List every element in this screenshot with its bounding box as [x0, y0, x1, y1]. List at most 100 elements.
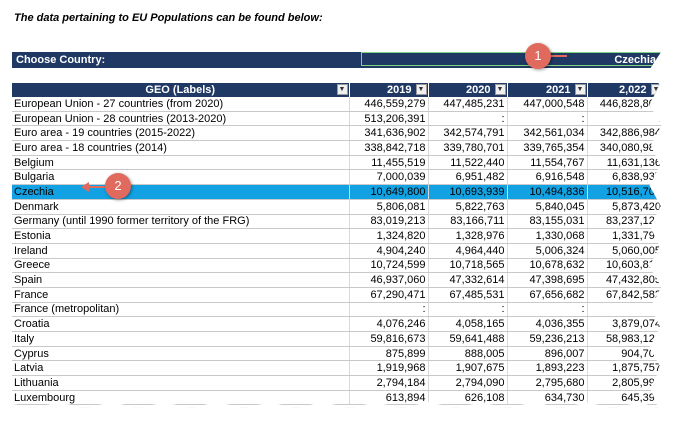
- column-header-2022[interactable]: 2,022 ▼: [587, 83, 662, 97]
- value-cell[interactable]: 342,561,034: [506, 125, 587, 142]
- table-row[interactable]: Croatia 4,076,246 4,058,165 4,036,355 3,879,…: [12, 316, 662, 332]
- value-cell[interactable]: 10,693,939: [427, 184, 507, 200]
- column-header-2021[interactable]: 2021 ▼: [507, 83, 588, 97]
- value-cell[interactable]: 340,080,986: [586, 140, 662, 156]
- value-cell[interactable]: 1,907,675: [427, 360, 507, 377]
- geo-cell[interactable]: Italy: [12, 331, 349, 347]
- value-cell[interactable]: 6,838,937: [586, 169, 662, 186]
- value-cell[interactable]: 67,656,682: [506, 287, 587, 303]
- value-cell[interactable]: 11,631,136: [586, 155, 662, 171]
- value-cell[interactable]: 5,060,005: [586, 243, 662, 259]
- value-cell[interactable]: 67,485,531: [427, 287, 507, 303]
- value-cell[interactable]: 1,328,976: [427, 228, 507, 244]
- geo-cell[interactable]: Belgium: [12, 155, 349, 171]
- value-cell[interactable]: 338,842,718: [348, 140, 428, 156]
- table-row[interactable]: Denmark 5,806,081 5,822,763 5,840,045 5,873,…: [12, 199, 662, 215]
- column-header-2020[interactable]: 2020 ▼: [428, 83, 508, 97]
- value-cell[interactable]: 83,019,213: [348, 214, 428, 230]
- value-cell[interactable]: 4,058,165: [427, 316, 507, 332]
- value-cell[interactable]: 5,840,045: [506, 199, 587, 215]
- geo-cell[interactable]: Czechia: [12, 184, 349, 200]
- value-cell[interactable]: :: [427, 111, 507, 127]
- geo-cell[interactable]: Euro area - 19 countries (2015-2022): [12, 125, 349, 142]
- value-cell[interactable]: 3,879,074: [586, 316, 662, 332]
- value-cell[interactable]: 446,828,803: [586, 97, 662, 112]
- value-cell[interactable]: 447,485,231: [427, 97, 507, 112]
- value-cell[interactable]: 4,076,246: [348, 316, 428, 332]
- geo-cell[interactable]: France (metropolitan): [12, 302, 349, 318]
- value-cell[interactable]: 83,237,124: [586, 214, 662, 230]
- dropdown-arrow-icon[interactable]: ▼: [574, 84, 586, 95]
- value-cell[interactable]: 59,641,488: [427, 331, 507, 347]
- geo-cell[interactable]: European Union - 27 countries (from 2020…: [12, 97, 349, 112]
- table-row[interactable]: Euro area - 19 countries (2015-2022) 341,…: [12, 125, 662, 142]
- value-cell[interactable]: 446,559,279: [348, 97, 428, 112]
- value-cell[interactable]: 6,951,482: [427, 169, 507, 186]
- value-cell[interactable]: 83,166,711: [427, 214, 507, 230]
- table-row[interactable]: Germany (until 1990 former territory of …: [12, 214, 662, 230]
- table-row[interactable]: Belgium 11,455,519 11,522,440 11,554,767 11,…: [12, 155, 662, 171]
- table-row[interactable]: France 67,290,471 67,485,531 67,656,682 67,8…: [12, 287, 662, 303]
- table-row[interactable]: Czechia 10,649,800 10,693,939 10,494,836 10,…: [12, 184, 662, 200]
- value-cell[interactable]: 634,730: [506, 390, 587, 406]
- table-row[interactable]: Lithuania 2,794,184 2,794,090 2,795,680 2,80…: [12, 375, 662, 391]
- value-cell[interactable]: 5,873,420: [586, 199, 662, 215]
- value-cell[interactable]: 67,842,582: [586, 287, 662, 303]
- table-row[interactable]: Luxembourg 613,894 626,108 634,730 645,397: [12, 390, 662, 406]
- geo-cell[interactable]: Luxembourg: [12, 390, 349, 406]
- value-cell[interactable]: 47,332,614: [427, 272, 507, 288]
- geo-cell[interactable]: Ireland: [12, 243, 349, 259]
- value-cell[interactable]: 896,007: [506, 346, 587, 362]
- value-cell[interactable]: 1,330,068: [506, 228, 587, 244]
- geo-cell[interactable]: Spain: [12, 272, 349, 288]
- geo-cell[interactable]: Euro area - 18 countries (2014): [12, 140, 349, 156]
- geo-cell[interactable]: Greece: [12, 258, 349, 274]
- table-row[interactable]: Ireland 4,904,240 4,964,440 5,006,324 5,060,…: [12, 243, 662, 259]
- geo-cell[interactable]: Lithuania: [12, 375, 349, 391]
- geo-cell[interactable]: Bulgaria: [12, 169, 349, 186]
- value-cell[interactable]: 1,919,968: [348, 360, 428, 377]
- geo-cell[interactable]: Estonia: [12, 228, 349, 244]
- geo-cell[interactable]: Germany (until 1990 former territory of …: [12, 214, 349, 230]
- geo-cell[interactable]: Denmark: [12, 199, 349, 215]
- table-row[interactable]: Spain 46,937,060 47,332,614 47,398,695 47,43…: [12, 272, 662, 288]
- column-header-geo[interactable]: GEO (Labels) ▼: [12, 83, 350, 97]
- value-cell[interactable]: 11,554,767: [506, 155, 587, 171]
- dropdown-arrow-icon[interactable]: ▼: [336, 84, 348, 95]
- value-cell[interactable]: 4,964,440: [427, 243, 507, 259]
- value-cell[interactable]: 47,398,695: [506, 272, 587, 288]
- value-cell[interactable]: 59,816,673: [348, 331, 428, 347]
- value-cell[interactable]: 342,574,791: [427, 125, 507, 142]
- value-cell[interactable]: 11,522,440: [427, 155, 507, 171]
- value-cell[interactable]: 47,432,805: [586, 272, 662, 288]
- value-cell[interactable]: 4,904,240: [348, 243, 428, 259]
- value-cell[interactable]: 4,036,355: [506, 316, 587, 332]
- value-cell[interactable]: 888,005: [427, 346, 507, 362]
- value-cell[interactable]: 11,455,519: [348, 155, 428, 171]
- value-cell[interactable]: 2,795,680: [506, 375, 587, 391]
- value-cell[interactable]: :: [586, 111, 662, 127]
- value-cell[interactable]: 5,822,763: [427, 199, 507, 215]
- value-cell[interactable]: 875,899: [348, 346, 428, 362]
- value-cell[interactable]: 10,678,632: [506, 258, 587, 274]
- value-cell[interactable]: 342,886,984: [586, 125, 662, 142]
- table-row[interactable]: European Union - 28 countries (2013-2020…: [12, 111, 662, 127]
- value-cell[interactable]: :: [348, 302, 428, 318]
- table-row[interactable]: Greece 10,724,599 10,718,565 10,678,632 10,6…: [12, 258, 662, 274]
- country-select[interactable]: Czechia: [361, 52, 661, 66]
- value-cell[interactable]: 67,290,471: [348, 287, 428, 303]
- table-row[interactable]: European Union - 27 countries (from 2020…: [12, 97, 662, 112]
- value-cell[interactable]: 1,893,223: [506, 360, 587, 377]
- value-cell[interactable]: 2,805,998: [586, 375, 662, 391]
- value-cell[interactable]: 10,724,599: [348, 258, 428, 274]
- column-header-2019[interactable]: 2019 ▼: [349, 83, 429, 97]
- dropdown-arrow-icon[interactable]: ▼: [494, 84, 506, 95]
- table-row[interactable]: Bulgaria 7,000,039 6,951,482 6,916,548 6,838…: [12, 169, 662, 186]
- geo-cell[interactable]: Cyprus: [12, 346, 349, 362]
- value-cell[interactable]: 7,000,039: [348, 169, 428, 186]
- value-cell[interactable]: 59,236,213: [506, 331, 587, 347]
- value-cell[interactable]: 513,206,391: [348, 111, 428, 127]
- table-row[interactable]: Euro area - 18 countries (2014) 338,842,7…: [12, 140, 662, 156]
- value-cell[interactable]: 10,603,810: [586, 258, 662, 274]
- table-row[interactable]: Estonia 1,324,820 1,328,976 1,330,068 1,331,…: [12, 228, 662, 244]
